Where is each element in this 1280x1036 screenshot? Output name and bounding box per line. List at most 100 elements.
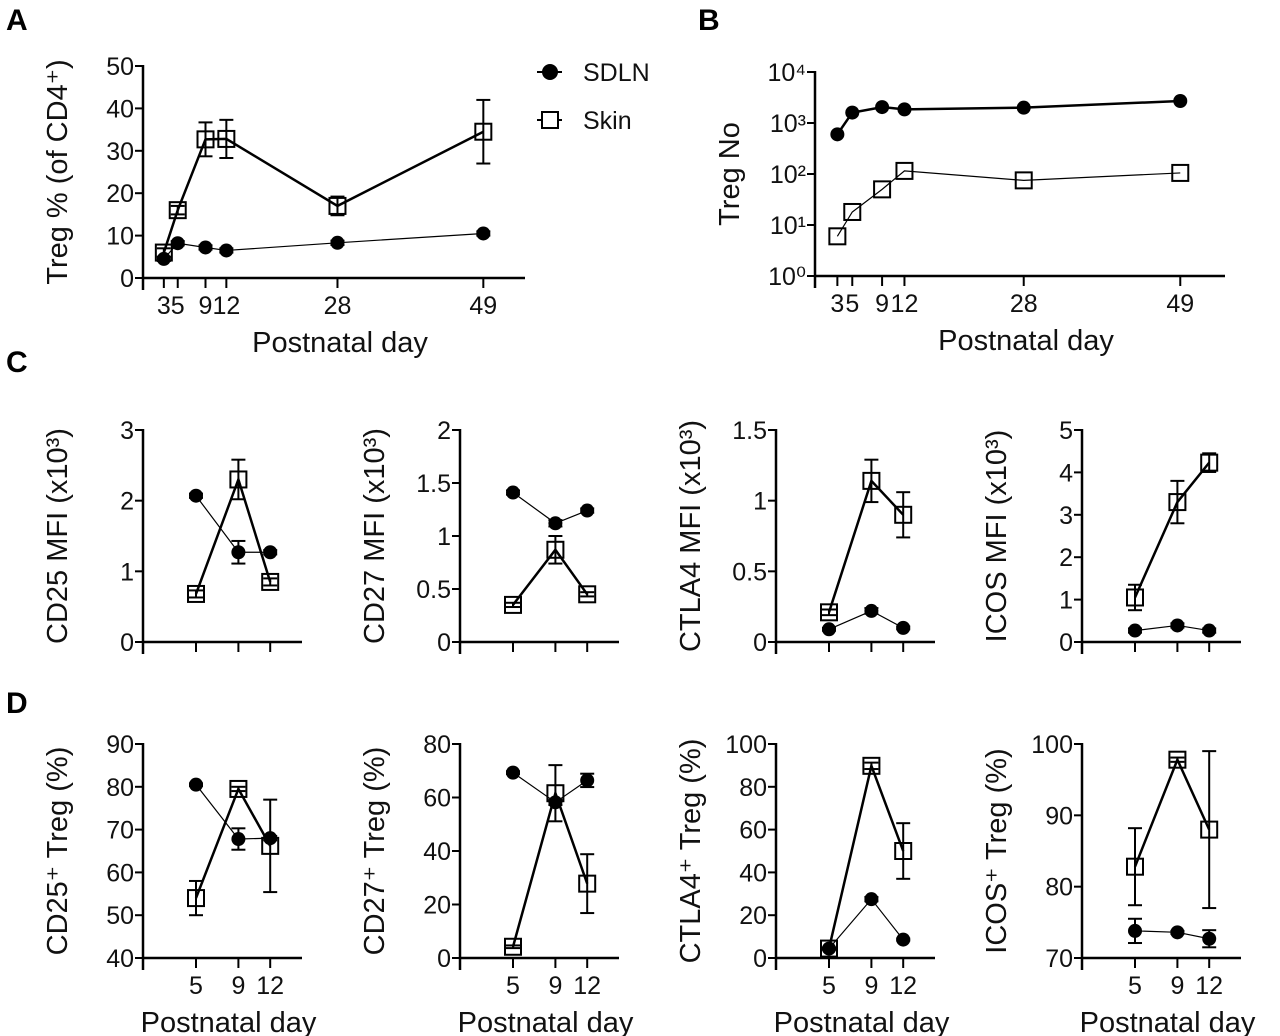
legend-marker-skin bbox=[541, 111, 559, 129]
data-point-skin bbox=[1126, 588, 1144, 607]
y-axis-label: ICOS⁺ Treg (%) bbox=[981, 748, 1013, 953]
y-tick-label: 1.5 bbox=[416, 470, 451, 498]
x-axis-label: Postnatal day bbox=[938, 325, 1114, 357]
data-point-skin bbox=[1200, 453, 1219, 472]
legend-label-skin: Skin bbox=[583, 107, 632, 135]
series-sdln bbox=[506, 485, 595, 531]
panel-label-a: A bbox=[6, 4, 28, 37]
data-point-skin bbox=[474, 122, 493, 141]
series-skin bbox=[154, 98, 493, 262]
y-tick-label: 60 bbox=[423, 785, 451, 813]
series-sdln bbox=[189, 777, 278, 851]
y-tick-label: 10 bbox=[106, 223, 134, 251]
y-tick-label: 0 bbox=[120, 265, 134, 293]
data-point-skin bbox=[1168, 750, 1187, 769]
x-tick-label: 5 bbox=[845, 290, 859, 318]
data-point-sdln bbox=[548, 516, 563, 531]
series-sdln bbox=[1128, 618, 1217, 638]
y-tick-label: 1 bbox=[753, 488, 767, 516]
chart-d2: 0 20 40 60 80 5 9 12 CD27⁺ Treg (%) Postnatal day bbox=[359, 731, 634, 1036]
y-axis-label: CD25⁺ Treg (%) bbox=[42, 747, 74, 956]
series-skin bbox=[187, 458, 280, 603]
y-tick-label: 70 bbox=[106, 817, 134, 845]
y-tick-label: 80 bbox=[106, 774, 134, 802]
data-point-skin bbox=[229, 779, 248, 798]
series-sdln bbox=[506, 765, 595, 810]
x-tick-label: 5 bbox=[189, 972, 203, 1000]
y-tick-label: 60 bbox=[106, 859, 134, 887]
chart-c2: 0 0.5 1 1.5 2 CD27 MFI (x10³) bbox=[359, 417, 619, 657]
data-point-skin bbox=[187, 889, 205, 908]
data-point-sdln bbox=[1173, 94, 1188, 109]
series-line bbox=[194, 475, 272, 595]
y-tick-label: 50 bbox=[106, 902, 134, 930]
data-point-skin bbox=[862, 471, 881, 490]
y-tick-label: 1 bbox=[437, 523, 451, 551]
series-line bbox=[512, 492, 588, 524]
data-point-sdln bbox=[506, 765, 520, 780]
data-point-skin bbox=[843, 202, 862, 221]
data-point-skin bbox=[229, 470, 248, 489]
x-tick-label: 12 bbox=[1195, 972, 1223, 1000]
y-tick-label: 10¹ bbox=[770, 212, 806, 240]
y-tick-label: 0 bbox=[120, 629, 134, 657]
y-tick-label: 3 bbox=[120, 417, 134, 445]
x-tick-label: 12 bbox=[212, 292, 240, 320]
data-point-skin bbox=[894, 842, 913, 860]
data-point-sdln bbox=[476, 226, 491, 241]
data-point-sdln bbox=[506, 485, 520, 500]
y-tick-label: 0 bbox=[753, 945, 767, 973]
y-tick-label: 0.5 bbox=[732, 558, 767, 586]
x-tick-label: 9 bbox=[864, 972, 878, 1000]
data-point-sdln bbox=[263, 545, 278, 560]
data-point-sdln bbox=[896, 620, 911, 635]
x-tick-label: 12 bbox=[889, 972, 917, 1000]
y-tick-label: 10⁰ bbox=[768, 263, 806, 291]
x-tick-label: 9 bbox=[1170, 972, 1184, 1000]
y-tick-label: 60 bbox=[739, 817, 767, 845]
series-line bbox=[836, 170, 1181, 237]
y-tick-label: 1 bbox=[1059, 587, 1073, 615]
series-skin bbox=[504, 764, 597, 956]
x-axis-label: Postnatal day bbox=[458, 1007, 634, 1036]
y-tick-label: 70 bbox=[1045, 945, 1073, 973]
y-tick-label: 0 bbox=[753, 629, 767, 657]
data-point-skin bbox=[1014, 171, 1033, 190]
x-tick-label: 28 bbox=[1010, 290, 1038, 318]
chart-c1: 0 1 2 3 CD25 MFI (x10³) bbox=[42, 417, 302, 657]
data-point-sdln bbox=[189, 488, 203, 503]
y-tick-label: 5 bbox=[1059, 417, 1073, 445]
y-tick-label: 0 bbox=[1059, 629, 1073, 657]
legend-marker-sdln bbox=[542, 64, 558, 80]
y-tick-label: 30 bbox=[106, 138, 134, 166]
series-skin bbox=[1126, 750, 1219, 910]
data-point-skin bbox=[820, 603, 838, 622]
data-point-skin bbox=[328, 196, 347, 215]
data-point-sdln bbox=[1202, 623, 1217, 638]
chart-c4: 0 1 2 3 4 5 ICOS MFI (x10³) bbox=[981, 417, 1241, 657]
data-point-sdln bbox=[1170, 925, 1185, 940]
x-tick-label: 49 bbox=[469, 292, 497, 320]
series-sdln bbox=[1128, 917, 1217, 949]
y-axis-label: CD27 MFI (x10³) bbox=[359, 428, 391, 644]
y-tick-label: 40 bbox=[739, 859, 767, 887]
y-tick-label: 20 bbox=[739, 902, 767, 930]
series-line bbox=[162, 130, 484, 253]
series-line bbox=[827, 761, 905, 949]
x-axis-label: Postnatal day bbox=[774, 1007, 950, 1036]
data-point-skin bbox=[820, 939, 838, 958]
data-point-skin bbox=[894, 505, 913, 524]
y-tick-label: 40 bbox=[106, 95, 134, 123]
data-point-sdln bbox=[1016, 100, 1031, 115]
y-tick-label: 1.5 bbox=[732, 417, 767, 445]
chart-a: 0 10 20 30 40 50 3 5 9 12 28 49 Treg % (of CD4⁺) Post… bbox=[42, 53, 525, 359]
series-line bbox=[195, 784, 271, 840]
data-point-skin bbox=[1171, 163, 1190, 182]
data-point-skin bbox=[261, 836, 280, 855]
data-point-sdln bbox=[198, 240, 213, 255]
y-tick-label: 20 bbox=[106, 180, 134, 208]
data-point-sdln bbox=[580, 773, 595, 788]
data-point-skin bbox=[187, 584, 205, 603]
x-tick-label: 9 bbox=[548, 972, 562, 1000]
y-tick-label: 90 bbox=[1045, 802, 1073, 830]
